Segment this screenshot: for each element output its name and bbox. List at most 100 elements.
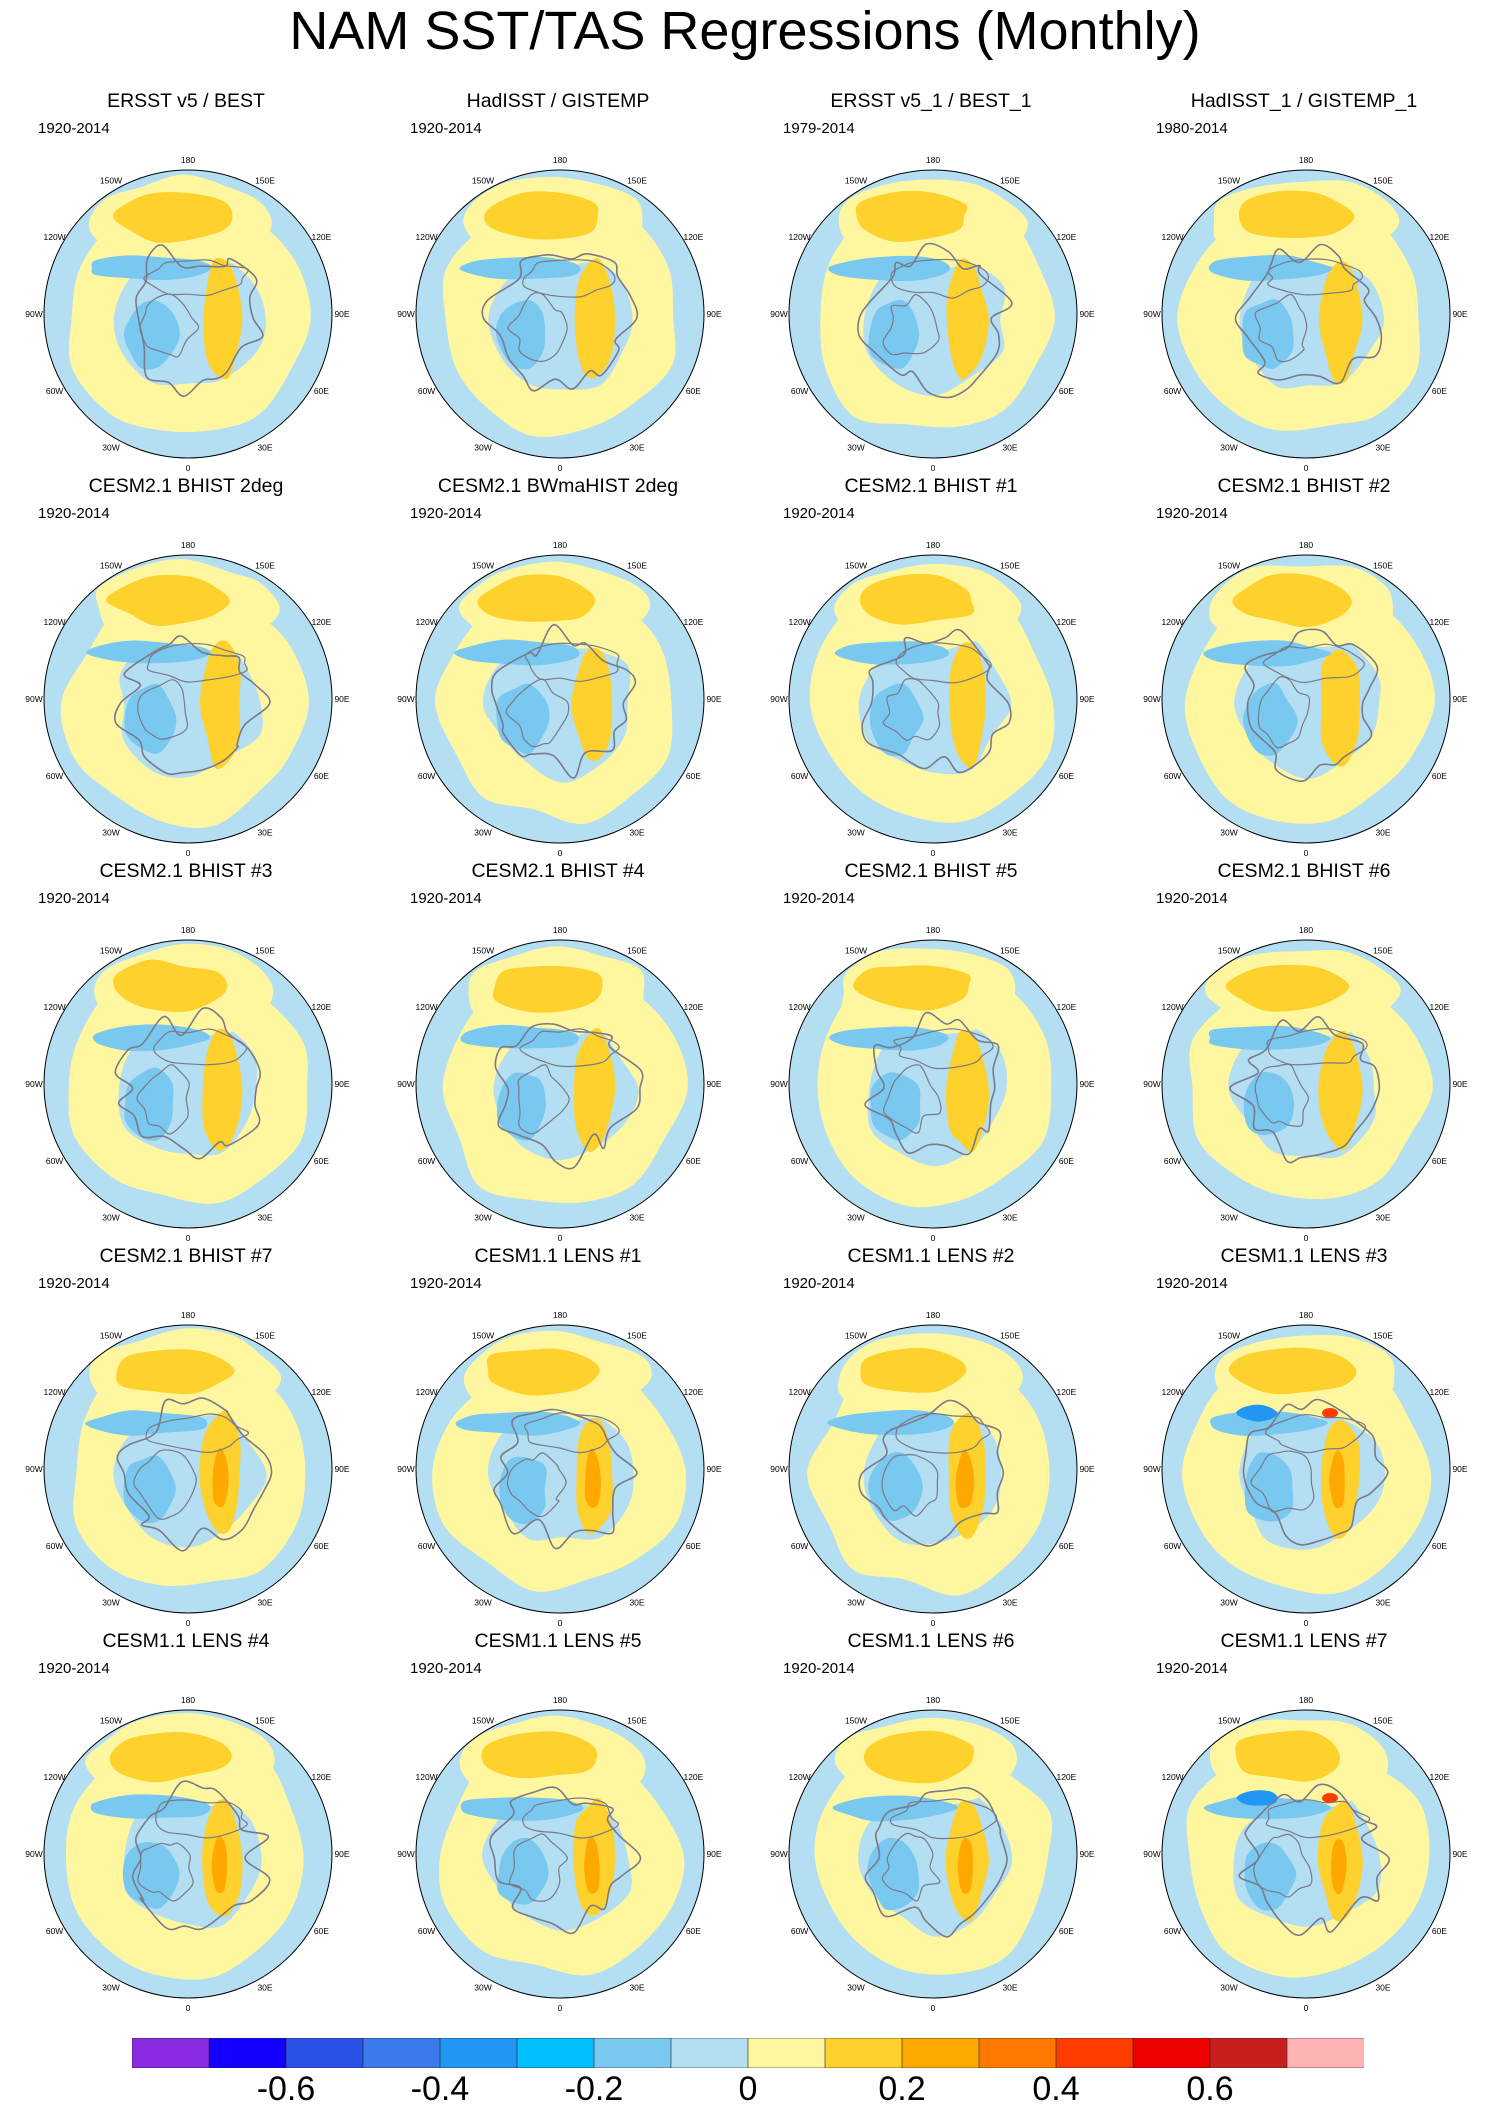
colorbar-swatch <box>132 2038 210 2068</box>
positive-anomaly-region <box>109 1732 232 1783</box>
coastline <box>137 1842 194 1902</box>
longitude-label: 60W <box>418 386 435 396</box>
longitude-label: 60E <box>314 1156 329 1166</box>
map-boundary <box>788 939 1078 1229</box>
coastline <box>524 642 620 682</box>
longitude-label: 90E <box>334 694 349 704</box>
longitude-label: 150E <box>1000 1331 1020 1341</box>
longitude-label: 90W <box>397 1849 414 1859</box>
coastline <box>895 642 992 684</box>
longitude-label: 60W <box>791 1541 808 1551</box>
negative-anomaly-region <box>1243 682 1298 756</box>
panel-period: 1920-2014 <box>1156 890 1228 907</box>
colorbar <box>132 2038 1364 2068</box>
longitude-label: 120W <box>1161 617 1183 627</box>
colorbar-swatch <box>824 2038 903 2068</box>
panel-period: 1920-2014 <box>38 505 110 522</box>
longitude-label: 90W <box>25 309 42 319</box>
longitude-label: 60E <box>1059 386 1074 396</box>
coastline <box>881 1832 941 1902</box>
panel-period: 1920-2014 <box>783 505 855 522</box>
polar-map: 180 150E 120E 90E 60E 30E 0 30W 60W 90W 120W 150W <box>25 540 350 858</box>
coastline <box>116 1397 273 1552</box>
polar-map: 180 150E 120E 90E 60E 30E 0 30W 60W 90W 120W 150W <box>25 1695 350 2013</box>
longitude-label: 180 <box>553 1310 567 1320</box>
positive-anomaly-region <box>1225 964 1350 1012</box>
panel-title: CESM2.1 BHIST #4 <box>471 860 645 882</box>
positive-anomaly-region <box>584 1448 601 1508</box>
longitude-label: 150W <box>472 1716 494 1726</box>
longitude-label: 30W <box>847 827 864 837</box>
longitude-label: 90E <box>334 1464 349 1474</box>
panel-title: CESM2.1 BHIST #5 <box>844 860 1018 882</box>
longitude-label: 120E <box>1056 1387 1076 1397</box>
panel-title: CESM1.1 LENS #1 <box>474 1245 642 1267</box>
map-panel: ERSST v5 / BEST 1920-2014 180 150E 120E 90E 60… <box>0 90 372 474</box>
longitude-label: 180 <box>181 1695 195 1705</box>
longitude-label: 150E <box>255 561 275 571</box>
coastline <box>494 1022 644 1170</box>
map-boundary <box>415 1709 705 1999</box>
longitude-label: 30W <box>847 442 864 452</box>
longitude-label: 90E <box>1079 1849 1094 1859</box>
longitude-label: 120E <box>1429 1387 1449 1397</box>
coastline <box>1250 1450 1315 1513</box>
longitude-label: 90W <box>770 309 787 319</box>
coastline <box>139 293 200 358</box>
longitude-label: 150E <box>627 1716 647 1726</box>
map-panel: CESM1.1 LENS #6 1920-2014 180 150E 120E 90E 60… <box>745 1630 1117 2014</box>
colorbar-swatch <box>593 2038 672 2068</box>
longitude-label: 60W <box>46 771 63 781</box>
longitude-label: 30W <box>474 1597 491 1607</box>
longitude-label: 60W <box>791 1156 808 1166</box>
panel-title: CESM2.1 BHIST #7 <box>99 1245 273 1267</box>
polar-map: 180 150E 120E 90E 60E 30E 0 30W 60W 90W 120W 150W <box>25 155 350 473</box>
panel-title: CESM1.1 LENS #4 <box>102 1630 270 1652</box>
longitude-label: 0 <box>1304 463 1309 473</box>
colorbar-tick-label: 0.6 <box>1186 2070 1234 2108</box>
positive-anomaly-region <box>1238 190 1355 238</box>
longitude-label: 120W <box>415 1387 437 1397</box>
panel-title: CESM1.1 LENS #5 <box>474 1630 642 1652</box>
longitude-label: 60W <box>418 1926 435 1936</box>
colorbar-swatch <box>1055 2038 1134 2068</box>
longitude-label: 30W <box>1220 1982 1237 1992</box>
panel-period: 1920-2014 <box>1156 1275 1228 1292</box>
colorbar-swatch <box>1286 2038 1364 2068</box>
longitude-label: 90W <box>1143 1464 1160 1474</box>
map-panel: CESM2.1 BHIST #1 1920-2014 180 150E 120E 90E 6… <box>745 475 1117 859</box>
longitude-label: 90W <box>25 1464 42 1474</box>
longitude-label: 30E <box>257 442 272 452</box>
positive-anomaly-region <box>202 1028 243 1151</box>
longitude-label: 120E <box>1429 1002 1449 1012</box>
panel-title: CESM2.1 BHIST #2 <box>1217 475 1391 497</box>
polar-map: 180 150E 120E 90E 60E 30E 0 30W 60W 90W 120W 150W <box>1143 1695 1468 2013</box>
longitude-label: 30E <box>629 1212 644 1222</box>
positive-anomaly-region <box>492 965 603 1013</box>
longitude-label: 60E <box>686 1926 701 1936</box>
longitude-label: 0 <box>931 1618 936 1628</box>
longitude-label: 30E <box>629 827 644 837</box>
figure-title: NAM SST/TAS Regressions (Monthly) <box>289 1 1201 61</box>
longitude-label: 180 <box>1299 1310 1313 1320</box>
longitude-label: 150W <box>845 1716 867 1726</box>
longitude-label: 150E <box>627 176 647 186</box>
longitude-label: 30E <box>257 827 272 837</box>
longitude-label: 150W <box>472 946 494 956</box>
negative-anomaly-region <box>1236 1404 1278 1422</box>
longitude-label: 90E <box>706 1849 721 1859</box>
longitude-label: 180 <box>926 1695 940 1705</box>
negative-anomaly-region <box>1236 1790 1278 1806</box>
coastline <box>864 1787 1008 1938</box>
polar-map: 180 150E 120E 90E 60E 30E 0 30W 60W 90W 120W 150W <box>770 925 1095 1243</box>
longitude-label: 60W <box>1164 771 1181 781</box>
longitude-label: 90E <box>706 309 721 319</box>
longitude-label: 150E <box>1373 1331 1393 1341</box>
map-boundary <box>43 169 333 459</box>
negative-anomaly-region <box>829 1026 949 1051</box>
colorbar-swatch <box>670 2038 749 2068</box>
longitude-label: 150E <box>1000 1716 1020 1726</box>
longitude-label: 150W <box>845 561 867 571</box>
longitude-label: 60E <box>1059 1926 1074 1936</box>
longitude-label: 120E <box>1056 232 1076 242</box>
